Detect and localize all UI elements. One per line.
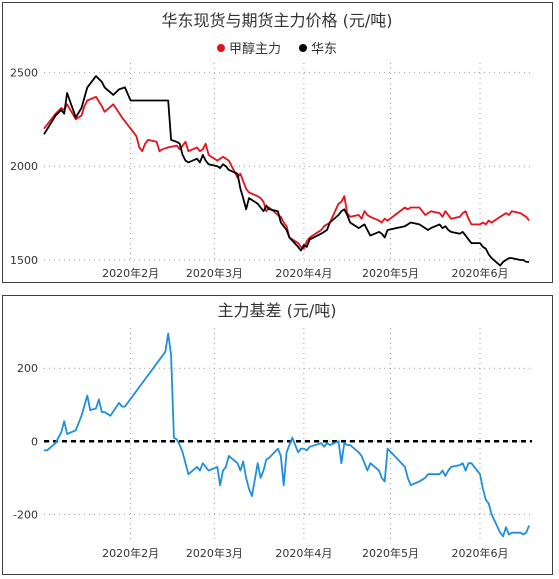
price-chart-y-tick-label: 2000 — [10, 160, 38, 173]
price-chart-x-tick-label: 2020年4月 — [275, 266, 332, 280]
legend-label-futures: 甲醇主力 — [229, 41, 281, 57]
price-chart-x-tick-label: 2020年6月 — [452, 266, 509, 280]
basis-chart-x-tick-label: 2020年6月 — [452, 546, 509, 560]
price-chart-x-tick-label: 2020年5月 — [362, 266, 419, 280]
basis-chart-y-axis: -200 0 200 — [13, 362, 38, 521]
price-chart-series — [43, 75, 530, 267]
price-chart-panel: 华东现货与期货主力价格 (元/吨) 甲醇主力 华东 1500 2000 2500 2… — [2, 2, 553, 283]
basis-chart-y-tick-label: 200 — [17, 362, 38, 375]
price-chart-title: 华东现货与期货主力价格 (元/吨) — [162, 11, 393, 30]
price-chart-x-axis: 2020年2月 2020年3月 2020年4月 2020年5月 2020年6月 — [102, 266, 508, 280]
price-chart-y-tick-label: 2500 — [10, 66, 38, 79]
basis-chart-grid — [44, 328, 532, 540]
basis-chart-x-tick-label: 2020年4月 — [275, 546, 332, 560]
price-chart-x-tick-label: 2020年3月 — [186, 266, 243, 280]
price-chart-series-line-0 — [43, 95, 530, 250]
price-chart-legend: 甲醇主力 华东 — [217, 41, 337, 57]
price-chart: 华东现货与期货主力价格 (元/吨) 甲醇主力 华东 1500 2000 2500 2… — [10, 11, 532, 280]
basis-chart-series — [44, 332, 530, 538]
legend-marker-spot — [299, 44, 307, 52]
basis-chart-x-tick-label: 2020年2月 — [102, 546, 159, 560]
basis-chart-title: 主力基差 (元/吨) — [218, 301, 337, 320]
basis-chart-series-line-0 — [44, 332, 530, 538]
basis-chart: 主力基差 (元/吨) -200 0 200 2020年2月 2020年3月 2020年4… — [13, 301, 532, 560]
basis-chart-x-axis: 2020年2月 2020年3月 2020年4月 2020年5月 2020年6月 — [102, 546, 508, 560]
basis-chart-x-tick-label: 2020年3月 — [186, 546, 243, 560]
price-chart-x-tick-label: 2020年2月 — [102, 266, 159, 280]
basis-chart-y-tick-label: -200 — [13, 508, 38, 521]
legend-marker-futures — [217, 44, 225, 52]
price-chart-y-axis: 1500 2000 2500 — [10, 66, 38, 267]
basis-chart-y-tick-label: 0 — [31, 435, 38, 448]
basis-chart-panel: 主力基差 (元/吨) -200 0 200 2020年2月 2020年3月 2020年4… — [2, 295, 553, 575]
legend-label-spot: 华东 — [311, 42, 337, 57]
price-chart-series-line-1 — [43, 75, 530, 267]
price-chart-y-tick-label: 1500 — [10, 254, 38, 267]
basis-chart-x-tick-label: 2020年5月 — [362, 546, 419, 560]
